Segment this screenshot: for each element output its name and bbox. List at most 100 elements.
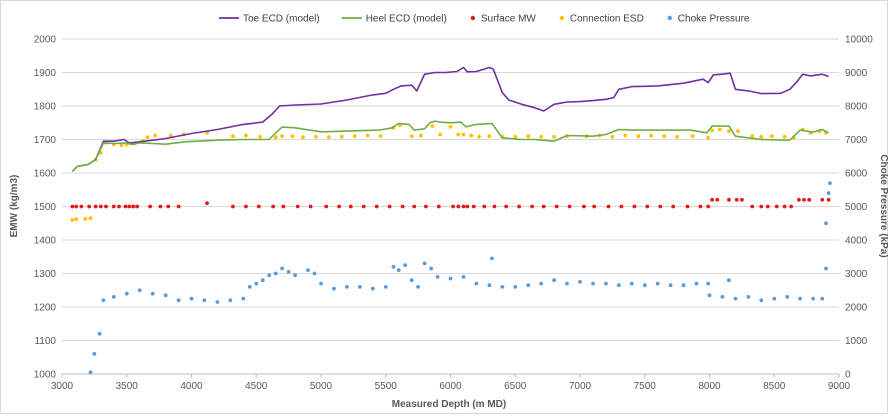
point-connection-esd [718, 127, 722, 132]
point-connection-esd [636, 134, 641, 139]
point-surface-mw [70, 204, 75, 209]
y-axis-title: EMW (kg/m3) [9, 175, 20, 238]
point-surface-mw [374, 204, 379, 209]
y2-tick-label: 6000 [845, 169, 868, 180]
point-connection-esd [461, 132, 466, 137]
point-surface-mw [176, 204, 181, 209]
point-choke-pressure [642, 283, 647, 288]
legend-label: Connection ESD [570, 14, 644, 25]
point-surface-mw [74, 204, 79, 209]
point-choke-pressure [150, 291, 155, 296]
point-connection-esd [759, 134, 764, 139]
point-choke-pressure [176, 298, 181, 303]
point-choke-pressure [247, 285, 252, 289]
point-connection-esd [526, 134, 531, 139]
point-choke-pressure [396, 268, 401, 272]
point-surface-mw [658, 204, 663, 209]
point-choke-pressure [391, 264, 396, 269]
point-choke-pressure [273, 271, 278, 276]
point-surface-mw [554, 204, 559, 209]
point-connection-esd [690, 134, 695, 139]
point-surface-mw [734, 197, 739, 202]
point-connection-esd [662, 134, 667, 139]
point-choke-pressure [490, 256, 494, 261]
point-connection-esd [513, 134, 518, 139]
legend-item-toe-ecd-model: Toe ECD (model) [219, 14, 320, 25]
x-tick-label: 8500 [763, 381, 786, 392]
point-surface-mw [295, 204, 300, 209]
point-choke-pressure [260, 278, 265, 283]
x-axis-title: Measured Depth (m MD) [392, 399, 506, 410]
point-connection-esd [244, 133, 248, 138]
legend-item-choke-pressure: Choke Pressure [667, 14, 750, 25]
point-choke-pressure [591, 281, 595, 286]
point-surface-mw [93, 204, 98, 209]
point-connection-esd [280, 134, 284, 139]
x-tick-label: 7500 [634, 381, 657, 392]
legend-label: Heel ECD (model) [366, 14, 447, 25]
x-tick-label: 8000 [698, 381, 721, 392]
point-choke-pressure [267, 273, 272, 278]
point-connection-esd [339, 134, 344, 139]
point-connection-esd [231, 134, 235, 139]
point-connection-esd [539, 134, 544, 139]
y-tick-label: 1800 [34, 102, 57, 113]
point-choke-pressure [293, 273, 297, 278]
point-surface-mw [158, 204, 163, 209]
point-choke-pressure [286, 269, 291, 274]
point-surface-mw [271, 204, 275, 209]
point-surface-mw [826, 197, 831, 202]
point-surface-mw [715, 197, 720, 202]
y-tick-label: 1000 [34, 370, 57, 381]
point-connection-esd [290, 134, 295, 139]
point-connection-esd [623, 133, 628, 138]
point-connection-esd [313, 134, 318, 139]
point-choke-pressure [383, 285, 388, 289]
point-surface-mw [782, 204, 787, 209]
point-surface-mw [517, 204, 521, 209]
point-choke-pressure [727, 278, 731, 283]
point-connection-esd [769, 134, 774, 139]
series-layer [70, 66, 832, 375]
point-connection-esd [727, 129, 731, 134]
legend-label: Surface MW [481, 14, 537, 25]
point-connection-esd [710, 128, 714, 133]
point-choke-pressure [487, 283, 492, 288]
point-connection-esd [83, 217, 88, 221]
point-surface-mw [244, 204, 248, 209]
point-choke-pressure [828, 181, 832, 186]
point-surface-mw [492, 204, 497, 209]
point-surface-mw [256, 204, 261, 209]
point-connection-esd [552, 134, 556, 139]
point-connection-esd [675, 134, 679, 139]
point-connection-esd [398, 123, 402, 128]
point-surface-mw [111, 204, 116, 209]
point-surface-mw [424, 204, 428, 209]
point-surface-mw [530, 204, 534, 209]
point-surface-mw [387, 204, 392, 209]
point-surface-mw [750, 204, 755, 209]
point-surface-mw [148, 204, 153, 209]
point-surface-mw [797, 197, 801, 202]
grid-layer [61, 38, 840, 378]
point-connection-esd [74, 217, 79, 222]
point-choke-pressure [539, 281, 544, 286]
point-surface-mw [820, 197, 825, 202]
legend-item-connection-esd: Connection ESD [559, 14, 644, 25]
point-surface-mw [451, 204, 455, 209]
y2-tick-label: 8000 [845, 102, 868, 113]
point-surface-mw [619, 204, 624, 209]
point-choke-pressure [429, 266, 433, 271]
x-tick-label: 6500 [504, 381, 527, 392]
y-tick-label: 1300 [34, 269, 57, 280]
point-connection-esd [706, 135, 711, 140]
point-surface-mw [592, 204, 597, 209]
point-surface-mw [759, 204, 764, 209]
point-choke-pressure [668, 283, 673, 288]
point-connection-esd [352, 134, 357, 139]
x-tick-label: 5500 [375, 381, 398, 392]
point-choke-pressure [706, 281, 711, 286]
point-connection-esd [70, 218, 75, 222]
point-choke-pressure [332, 286, 336, 291]
x-tick-label: 5000 [310, 381, 333, 392]
